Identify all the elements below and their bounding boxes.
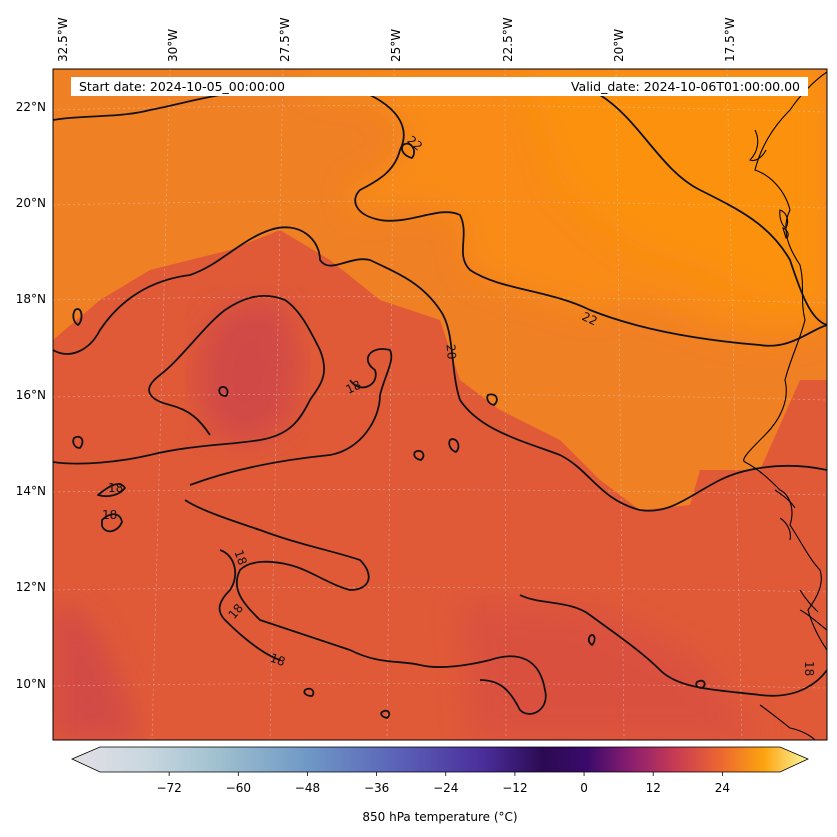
- isotherm-18-islet-1: [72, 308, 83, 326]
- lat-label: 20°N: [16, 196, 46, 210]
- lon-label: 22.5°W: [501, 17, 515, 62]
- lon-label: 32.5°W: [56, 17, 70, 62]
- valid-date-label: Valid_date: 2024-10-06T01:00:00.00: [571, 79, 800, 94]
- lat-label: 12°N: [16, 580, 46, 594]
- lat-label: 16°N: [16, 388, 46, 402]
- map-panel: 22 22 20 18 18 18 18 18 18 18 Start date…: [53, 69, 827, 740]
- isotherm-20-islet-3: [413, 449, 425, 461]
- contour-label: 18: [108, 481, 123, 495]
- colorbar-tick-label: −60: [226, 781, 251, 795]
- contour-label: 18: [268, 651, 287, 669]
- isotherm-22-islet: [401, 142, 415, 159]
- longitude-labels: 32.5°W 30°W 27.5°W 25°W 22.5°W 20°W 17.5…: [56, 17, 737, 62]
- contour-label: 20: [444, 343, 459, 359]
- start-date-label: Start date: 2024-10-05_00:00:00: [79, 79, 285, 94]
- lat-label: 18°N: [16, 292, 46, 306]
- isotherm-18-islet-3: [218, 386, 229, 397]
- lat-label: 10°N: [16, 677, 46, 691]
- lat-label: 14°N: [16, 484, 46, 498]
- contour-label: 18: [231, 548, 249, 567]
- lon-label: 17.5°W: [723, 17, 737, 62]
- coast-islands: [779, 209, 789, 239]
- isotherm-18-islet-5: [380, 709, 391, 719]
- isotherm-18-islet-2: [72, 435, 84, 449]
- map-frame: [52, 68, 828, 741]
- isotherm-18-southwest: [184, 499, 547, 715]
- isotherm-18-main: [53, 295, 325, 465]
- colorbar: −72 −60 −48 −36 −24 −12 0 12 24 850 hPa temperat…: [71, 746, 809, 824]
- contour-label: 18: [802, 661, 816, 676]
- cool-patch-southwest: [53, 600, 140, 740]
- coast-southern: [759, 704, 816, 740]
- lon-label: 25°W: [389, 29, 403, 62]
- hot-core: [520, 69, 827, 310]
- contour-label: 18: [102, 508, 117, 522]
- info-bar: [71, 77, 808, 96]
- colorbar-tick-label: −12: [502, 781, 527, 795]
- isotherm-18-islet-4: [303, 687, 315, 697]
- colorbar-bar: [71, 746, 809, 773]
- isotherm-18-far-south: [218, 549, 281, 661]
- colorbar-tick-label: −48: [295, 781, 320, 795]
- coastline: [743, 71, 827, 740]
- colorbar-ticks: −72 −60 −48 −36 −24 −12 0 12 24: [156, 772, 730, 795]
- isotherm-18-islet-6: [587, 634, 596, 646]
- coast-inlet-north: [749, 129, 767, 162]
- colorbar-tick-label: −72: [156, 781, 181, 795]
- africa-coast: [743, 71, 827, 651]
- colorbar-tick-label: −36: [364, 781, 389, 795]
- colorbar-tick-label: 12: [646, 781, 661, 795]
- colorbar-tick-label: −24: [433, 781, 458, 795]
- isotherm-20-islet-2: [486, 393, 498, 406]
- isotherm-contours: [53, 80, 827, 719]
- lon-label: 30°W: [166, 29, 180, 62]
- colorbar-tick-label: 0: [580, 781, 588, 795]
- contour-labels: 22 22 20 18 18 18 18 18 18 18: [102, 133, 816, 676]
- isotherm-20: [53, 226, 827, 512]
- cool-patch-south: [460, 600, 760, 740]
- lon-label: 27.5°W: [278, 17, 292, 62]
- isotherm-18-islet-7: [695, 679, 706, 689]
- latitude-labels: 22°N 20°N 18°N 16°N 14°N 12°N 10°N: [16, 100, 46, 691]
- contour-label: 22: [580, 309, 600, 328]
- cool-patch-west: [195, 300, 300, 445]
- coast-guinea-bissau: [774, 489, 827, 631]
- colorbar-label: 850 hPa temperature (°C): [362, 810, 517, 824]
- contour-label: 18: [344, 378, 364, 397]
- lat-label: 22°N: [16, 100, 46, 114]
- isotherm-18-central: [189, 348, 393, 486]
- isotherm-18-west-loop2: [101, 513, 123, 533]
- lon-label: 20°W: [612, 29, 626, 62]
- isotherm-18-west-loop: [97, 483, 126, 498]
- isotherm-18-south-coast: [519, 594, 827, 697]
- colorbar-tick-label: 24: [715, 781, 730, 795]
- isotherm-20-islet-1: [448, 438, 460, 453]
